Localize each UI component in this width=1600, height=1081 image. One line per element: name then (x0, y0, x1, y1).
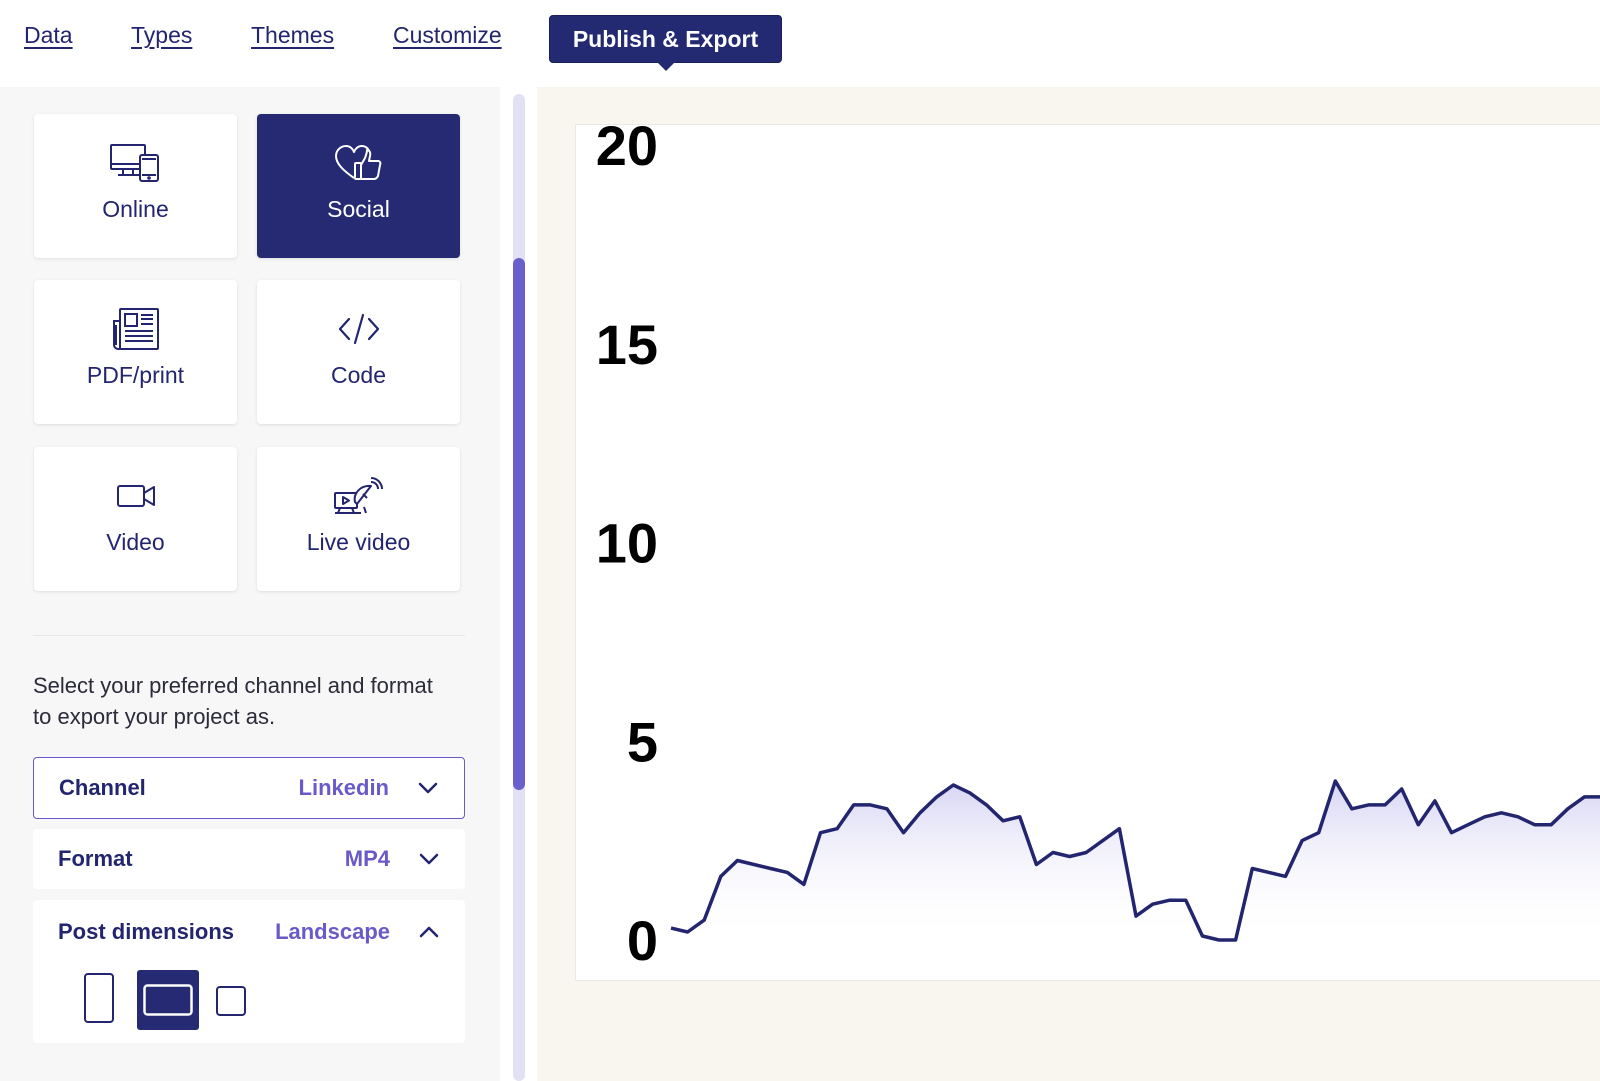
series-area (671, 781, 1600, 940)
y-tick-label: 20 (596, 125, 658, 177)
format-dropdown[interactable]: Format MP4 (33, 829, 465, 889)
export-option-pdf-print[interactable]: PDF/print (34, 280, 237, 424)
chevron-up-icon[interactable] (419, 926, 439, 938)
export-option-label: PDF/print (86, 362, 185, 388)
export-settings-panel: Online Social PDF/print (0, 87, 500, 1081)
dimension-landscape-button[interactable] (137, 970, 199, 1030)
newspaper-icon (112, 308, 160, 350)
tab-themes[interactable]: Themes (251, 22, 335, 48)
channel-label: Channel (59, 775, 146, 800)
channel-dropdown[interactable]: Channel Linkedin (33, 757, 465, 819)
top-navigation: Data Types Themes Customize Publish & Ex… (0, 0, 1600, 87)
tab-types[interactable]: Types (131, 22, 193, 48)
export-description: Select your preferred channel and format… (33, 673, 433, 729)
square-icon (216, 986, 246, 1016)
tab-data[interactable]: Data (24, 22, 73, 48)
section-divider (33, 635, 465, 636)
tab-customize[interactable]: Customize (393, 22, 502, 48)
export-option-label: Code (331, 362, 386, 388)
format-label: Format (58, 846, 133, 871)
y-tick-label: 10 (596, 512, 658, 575)
export-option-social[interactable]: Social (257, 114, 460, 258)
export-option-video[interactable]: Video (34, 447, 237, 591)
y-tick-label: 0 (627, 909, 658, 972)
panel-scrollbar-thumb[interactable] (513, 258, 525, 790)
export-option-label: Social (327, 196, 390, 222)
export-option-label: Live video (306, 529, 411, 555)
code-icon (337, 308, 381, 350)
export-option-online[interactable]: Online (34, 114, 237, 258)
chevron-down-icon (418, 782, 438, 794)
tab-publish-export[interactable]: Publish & Export (549, 15, 782, 71)
y-tick-label: 15 (596, 313, 658, 376)
heart-thumbs-up-icon (334, 142, 384, 184)
dimension-portrait-button[interactable] (81, 970, 117, 1026)
y-tick-label: 5 (627, 710, 658, 773)
landscape-icon (143, 984, 193, 1016)
video-camera-icon (116, 475, 156, 517)
series-line (670, 779, 1600, 942)
area-chart: 20 15 10 5 0 (596, 125, 1600, 972)
chart-canvas: 20 15 10 5 0 (575, 124, 1600, 981)
export-option-label: Online (102, 196, 169, 222)
export-option-label: Video (106, 529, 165, 555)
post-dimensions-dropdown: Post dimensions Landscape (33, 900, 465, 1043)
channel-value: Linkedin (298, 775, 389, 800)
format-value: MP4 (344, 846, 390, 871)
post-dimensions-label: Post dimensions (58, 919, 235, 944)
export-option-code[interactable]: Code (257, 280, 460, 424)
portrait-icon (84, 973, 114, 1023)
satellite-broadcast-icon (333, 475, 385, 517)
dimension-square-button[interactable] (215, 985, 247, 1017)
devices-icon (109, 142, 162, 184)
post-dimensions-value: Landscape (275, 919, 390, 944)
export-option-live-video[interactable]: Live video (257, 447, 460, 591)
chevron-down-icon (419, 853, 439, 865)
